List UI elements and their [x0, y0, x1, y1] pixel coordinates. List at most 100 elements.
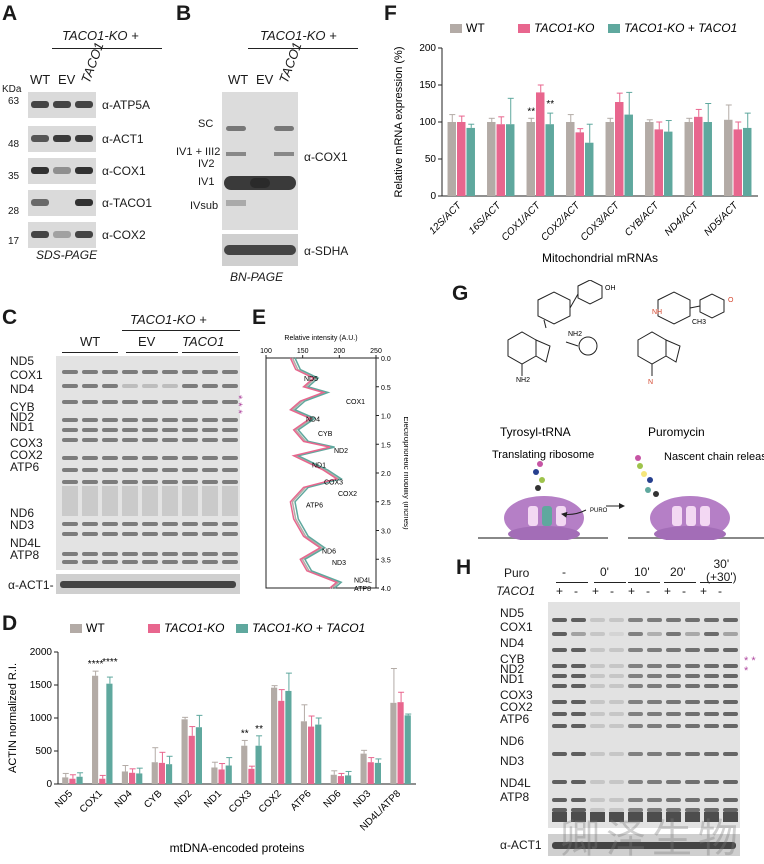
gel-h-band: [628, 618, 643, 622]
panel-b-blot-sdha: α-SDHA: [304, 244, 349, 258]
gel-c-band: [62, 560, 78, 564]
gel-h-band: [723, 632, 738, 636]
panel-d-bar-1-1: [99, 778, 106, 784]
panel-a-kda: KDa: [2, 84, 22, 95]
panel-d-xtick-label: ATP6: [289, 788, 314, 813]
gel-h-band: [666, 780, 681, 784]
gel-h-band: [590, 632, 605, 636]
panel-f-bar-1-0: [457, 122, 466, 196]
panel-d-bar-2-2: [136, 773, 143, 784]
puromycin-n: N: [648, 379, 653, 386]
gel-c-band: [122, 400, 138, 404]
gel-h-band: [590, 712, 605, 716]
gel-h-band: [609, 712, 624, 716]
gel-c-band: [182, 480, 198, 484]
panel-d-bar-0-1: [92, 675, 99, 784]
gel-c-band: [182, 370, 198, 374]
gel-c-band: [82, 468, 98, 472]
panel-e-label: E: [252, 306, 267, 329]
gel-h-front: [571, 812, 586, 822]
gel-c-band: [122, 438, 138, 442]
panel-c-band-atp6: ATP6: [10, 460, 40, 474]
gel-h-band: [666, 648, 681, 652]
panel-f-bar-2-5: [663, 131, 673, 196]
gel-c-band: [62, 370, 78, 374]
gel-c-band: [82, 480, 98, 484]
gel-c-smear: [202, 486, 218, 516]
panel-c-group-taco1: TACO1: [182, 334, 225, 349]
gel-h-band: [552, 700, 567, 704]
puromycin-methoxy: O: [728, 297, 734, 304]
panel-h-taco1-label: TACO1: [496, 584, 536, 598]
panel-d-ytick-label: 1000: [30, 713, 53, 724]
panel-h-band-nd4: ND4: [500, 636, 525, 650]
molecule-puromycin: Puromycin: [648, 425, 705, 439]
gel-c-band: [82, 522, 98, 526]
panel-d-bar-1-10: [367, 762, 374, 784]
gel-c-band: [142, 468, 158, 472]
gel-h-band: [590, 648, 605, 652]
panel-d-bar-2-7: [285, 690, 292, 784]
panel-f-xtick-label: 16S/ACT: [467, 200, 504, 237]
panel-h-act1-label: α-ACT1: [500, 838, 542, 852]
gel-h-band: [609, 700, 624, 704]
gel-c-band: [102, 370, 118, 374]
panel-f-legend-swatch-2: [608, 24, 620, 33]
panel-b-band-iv1: IV1: [198, 176, 215, 188]
gel-h-band: [571, 724, 586, 728]
panel-h-timepoint-line-1: [594, 582, 626, 583]
panel-d-xtick-label: COX2: [257, 788, 284, 815]
panel-h-band-atp6: ATP6: [500, 712, 530, 726]
gel-c-band: [122, 552, 138, 556]
gel-c-smear: [162, 486, 178, 516]
panel-a-marker-5: 17: [8, 236, 20, 247]
gel-h-band: [647, 780, 662, 784]
panel-h-label: H: [456, 556, 472, 579]
gel-h-band: [628, 780, 643, 784]
gel-c-band: [162, 384, 178, 388]
panel-b-band-iv1-iii2: IV1 + III2: [176, 146, 221, 158]
gel-h-band: [609, 752, 624, 756]
gel-h-band: [552, 712, 567, 716]
gel-h-band: [590, 674, 605, 678]
panel-e-annotation-nd2: ND2: [334, 448, 348, 455]
gel-c-band: [202, 468, 218, 472]
panel-d-xtick-label: ND3: [351, 788, 373, 810]
panel-d-bar-0-2: [121, 771, 129, 784]
panel-e-annotation-nd1: ND1: [312, 462, 326, 469]
gel-c-band: [222, 438, 238, 442]
gel-h-band: [647, 798, 662, 802]
panel-e-annotation-nd5: ND5: [304, 376, 318, 383]
gel-c-smear: [102, 486, 118, 516]
panel-e-xtick-label: 250: [370, 348, 382, 355]
gel-c-band: [142, 480, 158, 484]
gel-h-band: [685, 684, 700, 688]
panel-d-bar-1-7: [278, 700, 285, 784]
panel-c-act1-blot: [56, 574, 240, 594]
panel-c-line-taco1: [182, 352, 238, 353]
panel-d-bar-2-1: [106, 683, 113, 784]
panel-f-bar-0-1: [487, 122, 496, 196]
gel-c-band: [82, 552, 98, 556]
panel-f-xtick-label: COX2/ACT: [539, 200, 583, 244]
panel-f-xtick-label: COX3/ACT: [579, 200, 623, 244]
puromycin-ch3: CH3: [692, 319, 706, 326]
panel-a-blot-1: [28, 92, 96, 118]
panel-f-bar-2-6: [703, 122, 712, 196]
panel-b-lane-wt: WT: [228, 72, 249, 87]
gel-h-band: [590, 808, 605, 812]
gel-c-band: [222, 428, 238, 432]
panel-c-band-nd4: ND4: [10, 382, 35, 396]
gel-c-band: [102, 428, 118, 432]
panel-h-band-cyb: CYB: [500, 652, 525, 666]
gel-h-band: [552, 724, 567, 728]
panel-d-xtick-label: ND6: [322, 788, 344, 810]
panel-e-ytick-label: 2.5: [381, 500, 391, 507]
panel-a-blot-3: [28, 158, 96, 184]
gel-c-band: [142, 418, 158, 422]
puro-label: PURO: [590, 508, 608, 514]
gel-h-band: [552, 780, 567, 784]
gel-h-band: [685, 618, 700, 622]
gel-c-band: [82, 532, 98, 536]
gel-h-band: [647, 632, 662, 636]
